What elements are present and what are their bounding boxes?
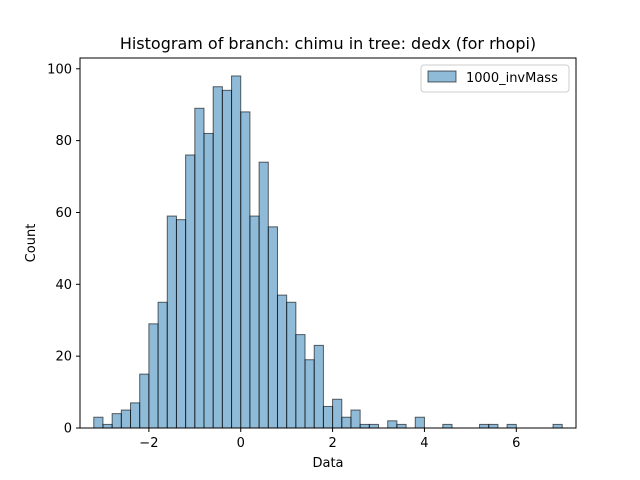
histogram-bar <box>212 86 223 429</box>
y-axis-label: Count <box>24 224 39 263</box>
histogram-bar <box>332 398 343 429</box>
x-tick-label: 2 <box>328 436 336 451</box>
histogram-bar <box>414 416 425 429</box>
histogram-bar <box>102 423 113 429</box>
histogram-bar <box>175 219 187 429</box>
y-tick-label: 60 <box>55 206 72 221</box>
histogram-bar <box>166 215 177 429</box>
x-axis-label: Data <box>312 456 343 471</box>
histogram-bar <box>350 409 361 429</box>
y-tick-label: 40 <box>55 278 72 293</box>
histogram-bar <box>322 405 334 429</box>
histogram-bar <box>203 132 214 429</box>
histogram-bar <box>185 154 196 429</box>
histogram-bar <box>304 359 315 429</box>
plot-frame <box>79 57 577 429</box>
histogram-bar <box>286 301 297 429</box>
histogram-bar <box>552 423 563 429</box>
histogram-bar <box>479 423 490 429</box>
histogram-bar <box>221 89 233 429</box>
legend: 1000_invMass <box>420 64 570 93</box>
histogram-bar <box>359 423 370 429</box>
histogram-bar <box>249 215 260 429</box>
histogram-bar <box>120 409 132 429</box>
histogram-bar <box>130 402 141 429</box>
y-tick-label: 20 <box>55 350 72 365</box>
y-tick-label: 80 <box>55 134 72 149</box>
x-tick-label: 4 <box>420 436 428 451</box>
histogram-bar <box>276 294 288 429</box>
y-tick-label: 100 <box>47 62 72 77</box>
y-axis-ticks: 0 20 40 60 80 100 <box>47 62 80 437</box>
x-tick-label: 6 <box>512 436 520 451</box>
legend-label: 1000_invMass <box>466 71 558 86</box>
histogram-bar <box>442 423 453 429</box>
histogram-bar <box>295 334 306 429</box>
histogram-bar <box>139 373 150 429</box>
histogram-bar <box>148 323 159 429</box>
histogram-bar <box>157 301 168 429</box>
histogram-bar <box>387 420 398 429</box>
histogram-bar <box>506 423 517 429</box>
legend-box <box>420 64 570 93</box>
histogram-bar <box>313 344 324 429</box>
histogram-bar <box>488 423 499 429</box>
histogram-bar <box>258 161 269 429</box>
histogram-bar <box>231 75 242 429</box>
chart-title: Histogram of branch: chimu in tree: dedx… <box>120 34 536 53</box>
x-tick-label: 0 <box>237 436 245 451</box>
histogram-bar <box>93 416 104 429</box>
histogram-bar <box>111 413 122 429</box>
y-tick-label: 0 <box>64 422 72 437</box>
histogram-bar <box>267 226 278 429</box>
histogram-bar <box>240 111 251 429</box>
histogram-bar <box>368 423 380 429</box>
x-axis-ticks: −2 0 2 4 6 <box>139 428 520 451</box>
legend-swatch <box>427 70 457 83</box>
histogram-bar <box>194 107 205 429</box>
histogram-bar <box>396 423 407 429</box>
x-tick-label: −2 <box>139 436 158 451</box>
histogram-bar <box>341 416 352 429</box>
